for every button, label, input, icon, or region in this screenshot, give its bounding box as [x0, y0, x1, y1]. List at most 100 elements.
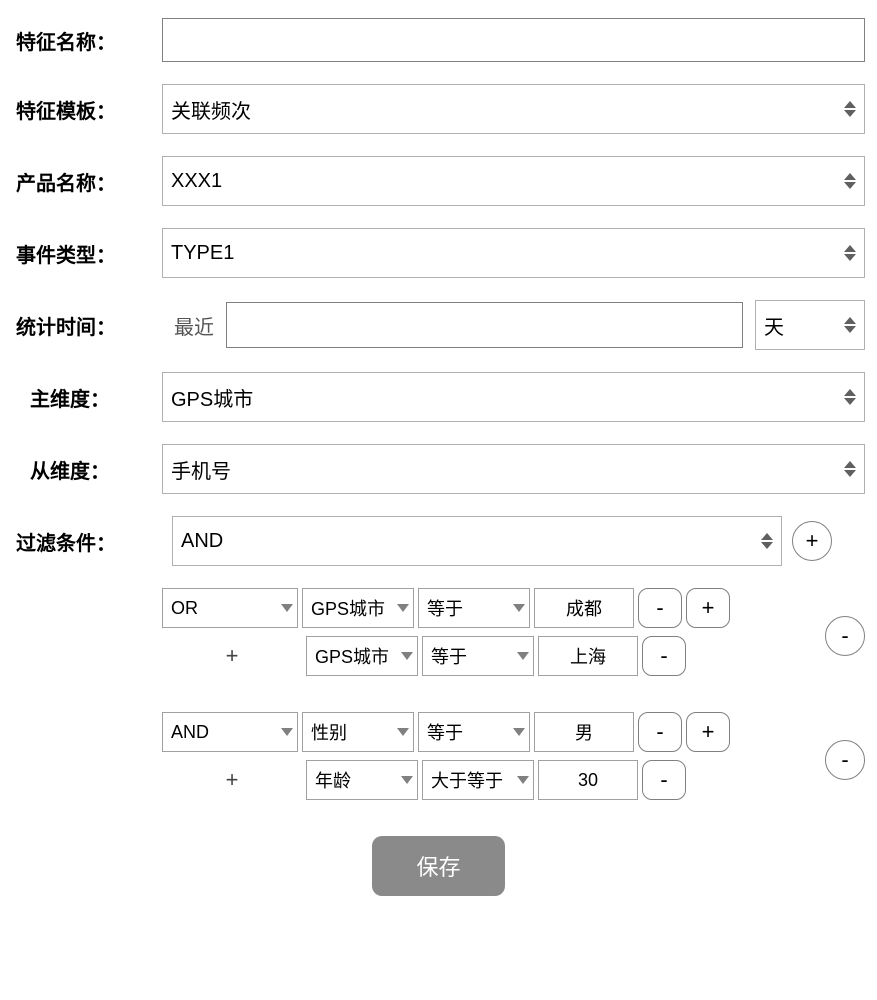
chevron-down-icon[interactable]: [844, 182, 856, 189]
chevron-up-icon[interactable]: [761, 533, 773, 540]
add-condition-button[interactable]: +: [686, 712, 730, 752]
caret-down-icon: [517, 776, 529, 784]
condition-op-value: 等于: [431, 643, 467, 669]
stat-time-wrap: 最近 天: [162, 300, 865, 350]
spinner-icon[interactable]: [836, 301, 864, 349]
condition-field-value: GPS城市: [311, 595, 385, 621]
chevron-down-icon[interactable]: [844, 254, 856, 261]
chevron-up-icon[interactable]: [844, 245, 856, 252]
select-event-type-value: TYPE1: [163, 229, 836, 277]
stat-time-unit-value: 天: [756, 301, 836, 349]
select-sub-dim[interactable]: 手机号: [162, 444, 865, 494]
select-feature-template-value: 关联频次: [163, 85, 836, 133]
condition-logic-select[interactable]: OR: [162, 588, 298, 628]
label-main-dim: 主维度：: [12, 383, 162, 412]
spinner-icon[interactable]: [836, 373, 864, 421]
chevron-down-icon[interactable]: [761, 542, 773, 549]
chevron-up-icon[interactable]: [844, 173, 856, 180]
condition-field-value: GPS城市: [315, 643, 389, 669]
condition-field-select[interactable]: 年龄: [306, 760, 418, 800]
condition-op-select[interactable]: 等于: [418, 712, 530, 752]
input-feature-name[interactable]: [162, 18, 865, 62]
condition-field-value: 性别: [311, 719, 347, 745]
remove-filter-group-button[interactable]: -: [825, 740, 865, 780]
caret-down-icon: [401, 652, 413, 660]
remove-condition-button[interactable]: -: [638, 712, 682, 752]
caret-down-icon: [513, 728, 525, 736]
spinner-icon[interactable]: [836, 229, 864, 277]
condition-group-body: ORGPS城市等于成都-++GPS城市等于上海-: [162, 588, 813, 684]
condition-value-input[interactable]: 30: [538, 760, 638, 800]
remove-condition-button[interactable]: -: [638, 588, 682, 628]
condition-field-select[interactable]: GPS城市: [306, 636, 418, 676]
caret-down-icon: [397, 728, 409, 736]
condition-op-value: 大于等于: [431, 767, 503, 793]
condition-field-select[interactable]: GPS城市: [302, 588, 414, 628]
condition-row: + GPS城市 等于 上海-: [162, 636, 813, 676]
condition-row: AND 性别 等于 男-+: [162, 712, 813, 752]
chevron-up-icon[interactable]: [844, 317, 856, 324]
caret-down-icon: [401, 776, 413, 784]
label-sub-dim: 从维度：: [12, 455, 162, 484]
spinner-icon[interactable]: [836, 157, 864, 205]
spinner-icon[interactable]: [836, 445, 864, 493]
chevron-down-icon[interactable]: [844, 326, 856, 333]
caret-down-icon: [281, 604, 293, 612]
label-stat-time: 统计时间：: [12, 311, 162, 340]
condition-group: ORGPS城市等于成都-++GPS城市等于上海--: [162, 588, 865, 684]
save-button[interactable]: 保存: [372, 836, 504, 896]
caret-down-icon: [281, 728, 293, 736]
condition-group-body: AND性别等于男-++年龄大于等于30-: [162, 712, 813, 808]
row-sub-dim: 从维度： 手机号: [12, 444, 865, 494]
chevron-up-icon[interactable]: [844, 461, 856, 468]
select-filter-logic[interactable]: AND: [172, 516, 782, 566]
spinner-icon[interactable]: [836, 85, 864, 133]
condition-value-input[interactable]: 成都: [534, 588, 634, 628]
label-product-name: 产品名称：: [12, 167, 162, 196]
save-wrap: 保存: [12, 836, 865, 896]
condition-op-select[interactable]: 大于等于: [422, 760, 534, 800]
spinner-icon[interactable]: [753, 517, 781, 565]
stat-time-prefix: 最近: [174, 311, 214, 340]
row-product-name: 产品名称： XXX1: [12, 156, 865, 206]
chevron-up-icon[interactable]: [844, 389, 856, 396]
condition-field-value: 年龄: [315, 767, 351, 793]
condition-logic-select[interactable]: AND: [162, 712, 298, 752]
condition-field-select[interactable]: 性别: [302, 712, 414, 752]
chevron-down-icon[interactable]: [844, 110, 856, 117]
label-feature-name: 特征名称：: [12, 26, 162, 55]
chevron-up-icon[interactable]: [844, 101, 856, 108]
add-condition-row-button[interactable]: +: [162, 643, 302, 669]
condition-group: AND性别等于男-++年龄大于等于30--: [162, 712, 865, 808]
row-main-dim: 主维度： GPS城市: [12, 372, 865, 422]
remove-filter-group-button[interactable]: -: [825, 616, 865, 656]
condition-op-value: 等于: [427, 719, 463, 745]
condition-value-input[interactable]: 男: [534, 712, 634, 752]
condition-row: + 年龄 大于等于 30-: [162, 760, 813, 800]
remove-condition-button[interactable]: -: [642, 636, 686, 676]
select-stat-time-unit[interactable]: 天: [755, 300, 865, 350]
caret-down-icon: [517, 652, 529, 660]
condition-row: OR GPS城市 等于 成都-+: [162, 588, 813, 628]
select-product-name[interactable]: XXX1: [162, 156, 865, 206]
row-feature-name: 特征名称：: [12, 18, 865, 62]
condition-logic-value: OR: [171, 598, 198, 619]
condition-op-value: 等于: [427, 595, 463, 621]
label-filter: 过滤条件：: [12, 527, 162, 556]
chevron-down-icon[interactable]: [844, 398, 856, 405]
condition-op-select[interactable]: 等于: [422, 636, 534, 676]
select-event-type[interactable]: TYPE1: [162, 228, 865, 278]
input-stat-time[interactable]: [226, 302, 743, 348]
condition-op-select[interactable]: 等于: [418, 588, 530, 628]
condition-area: ORGPS城市等于成都-++GPS城市等于上海--AND性别等于男-++年龄大于…: [162, 588, 865, 808]
remove-condition-button[interactable]: -: [642, 760, 686, 800]
row-filter: 过滤条件： AND +: [12, 516, 865, 566]
add-condition-button[interactable]: +: [686, 588, 730, 628]
select-main-dim[interactable]: GPS城市: [162, 372, 865, 422]
chevron-down-icon[interactable]: [844, 470, 856, 477]
condition-value-input[interactable]: 上海: [538, 636, 638, 676]
add-condition-row-button[interactable]: +: [162, 767, 302, 793]
add-filter-group-button[interactable]: +: [792, 521, 832, 561]
select-feature-template[interactable]: 关联频次: [162, 84, 865, 134]
caret-down-icon: [397, 604, 409, 612]
